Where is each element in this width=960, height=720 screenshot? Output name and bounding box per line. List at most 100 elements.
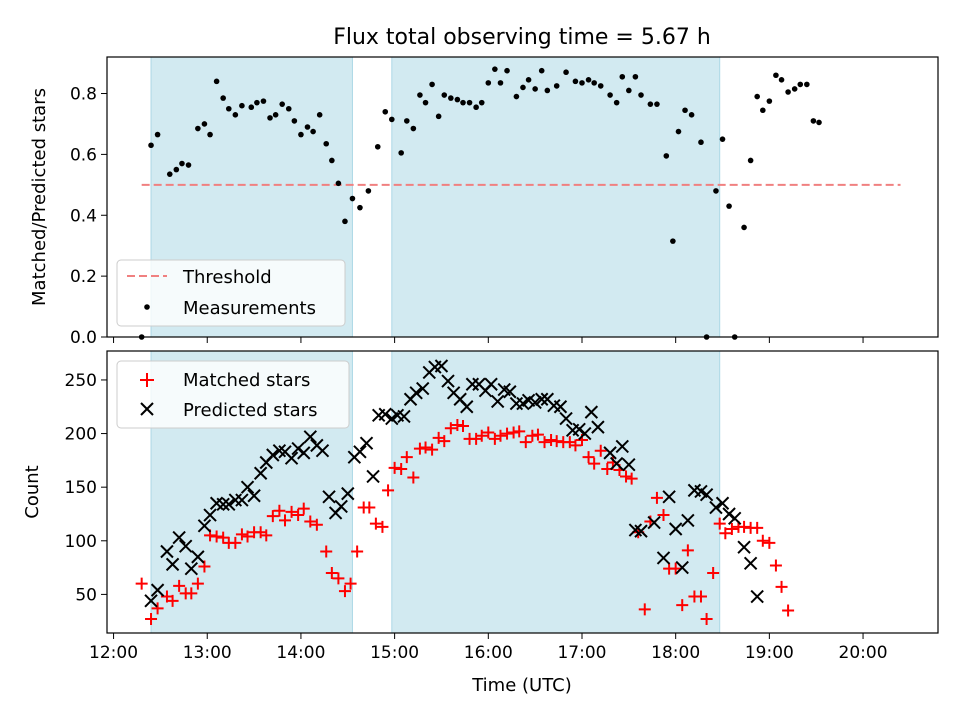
predicted-star-point bbox=[197, 519, 212, 533]
matched-star-point bbox=[135, 577, 148, 590]
measurement-point bbox=[538, 67, 545, 74]
predicted-star-point bbox=[647, 515, 661, 530]
bottom-legend: Matched stars Predicted stars bbox=[116, 360, 350, 429]
matched-star-point bbox=[657, 509, 670, 522]
measurement-point bbox=[454, 96, 461, 103]
measurement-point bbox=[260, 98, 267, 104]
predicted-star-point bbox=[727, 511, 742, 525]
measurement-point bbox=[225, 105, 232, 112]
measurement-point bbox=[544, 87, 551, 94]
y-tick-label: 0.2 bbox=[70, 267, 97, 287]
matched-star-point bbox=[638, 603, 651, 616]
measurement-point bbox=[478, 99, 485, 106]
matched-star-point bbox=[681, 544, 694, 557]
measurement-point bbox=[688, 112, 695, 118]
plot-frame bbox=[106, 350, 939, 634]
measurement-point bbox=[254, 99, 260, 106]
predicted-star-point bbox=[662, 490, 676, 504]
measurement-point bbox=[607, 92, 613, 98]
measurement-point bbox=[323, 140, 330, 147]
measurement-point bbox=[713, 188, 719, 194]
predicted-star-point bbox=[743, 556, 758, 571]
matched-star-point bbox=[519, 436, 532, 449]
measurement-point bbox=[797, 81, 804, 88]
measurement-point bbox=[374, 143, 381, 150]
predicted-star-point bbox=[441, 374, 455, 388]
predicted-star-point bbox=[578, 426, 592, 441]
matched-star-point bbox=[304, 515, 317, 528]
measurement-point bbox=[553, 83, 560, 89]
measurement-point bbox=[179, 160, 185, 167]
matched-star-point bbox=[482, 426, 495, 439]
measurement-point bbox=[316, 112, 323, 118]
predicted-star-point bbox=[675, 560, 689, 575]
measurement-point bbox=[719, 136, 726, 142]
matched-star-point bbox=[173, 579, 186, 592]
matched-star-point bbox=[713, 517, 726, 530]
measurement-point bbox=[670, 238, 676, 244]
measurement-point bbox=[647, 101, 654, 107]
predicted-star-point bbox=[165, 557, 180, 572]
matched-star-point bbox=[507, 426, 520, 439]
measurement-point bbox=[232, 112, 239, 118]
x-tick-label: 16:00 bbox=[464, 643, 513, 663]
predicted-star-point bbox=[160, 544, 174, 559]
matched-star-point bbox=[676, 599, 689, 612]
matched-star-point bbox=[400, 451, 413, 464]
measurement-point bbox=[804, 81, 810, 88]
measurement-point bbox=[563, 69, 569, 76]
matched-star-point bbox=[738, 520, 751, 533]
matched-star-point bbox=[210, 530, 223, 543]
predicted-star-point bbox=[681, 513, 695, 528]
matched-star-point bbox=[707, 566, 720, 579]
predicted-star-point bbox=[235, 493, 249, 507]
measurement-point bbox=[298, 131, 304, 138]
predicted-star-point bbox=[334, 499, 348, 514]
matched-star-point bbox=[419, 441, 432, 454]
measurement-point bbox=[513, 93, 520, 100]
measurement-point bbox=[741, 224, 747, 231]
matched-star-point bbox=[285, 505, 298, 518]
predicted-star-point bbox=[534, 392, 549, 406]
measurement-point bbox=[626, 87, 632, 94]
y-tick-label: 250 bbox=[65, 371, 97, 391]
predicted-star-point bbox=[253, 466, 268, 480]
matched-star-point bbox=[235, 528, 248, 541]
predicted-star-point bbox=[559, 411, 573, 426]
measurement-point bbox=[389, 116, 395, 123]
predicted-star-point bbox=[503, 385, 517, 399]
predicted-star-point bbox=[191, 550, 205, 564]
matched-star-point bbox=[145, 613, 158, 626]
measurement-point bbox=[492, 66, 498, 72]
matched-star-point bbox=[501, 427, 514, 440]
matched-star-point bbox=[725, 522, 738, 535]
ratio-panel: 0.0 0.2 0.4 0.6 0.8 bbox=[70, 56, 939, 348]
matched-star-point bbox=[538, 436, 551, 449]
measurement-point bbox=[154, 131, 161, 138]
measurement-point bbox=[410, 125, 417, 132]
measurement-point bbox=[422, 99, 429, 106]
matched-star-point bbox=[782, 604, 795, 617]
matched-star-point bbox=[382, 484, 395, 497]
predicted-star-point bbox=[416, 381, 430, 396]
predicted-star-point bbox=[353, 445, 367, 459]
y-tick-label: 150 bbox=[65, 478, 97, 498]
predicted-star-point bbox=[699, 487, 714, 502]
measurement-point bbox=[579, 80, 585, 86]
legend-matched-swatch bbox=[140, 373, 154, 387]
measurement-point bbox=[357, 204, 363, 211]
matched-star-point bbox=[763, 536, 776, 549]
matched-star-point bbox=[444, 422, 457, 435]
measurement-point bbox=[403, 118, 410, 124]
predicted-star-point bbox=[509, 396, 524, 411]
measurement-point bbox=[173, 166, 180, 173]
y-tick-label: 0.8 bbox=[70, 85, 97, 105]
matched-star-point bbox=[320, 545, 333, 558]
chart-title: Flux total observing time = 5.67 h bbox=[333, 25, 711, 50]
predicted-star-point bbox=[378, 407, 392, 421]
matched-star-point bbox=[582, 451, 595, 464]
measurement-point bbox=[417, 92, 423, 98]
matched-star-point bbox=[266, 510, 279, 523]
predicted-star-point bbox=[634, 524, 648, 538]
legend-predicted-label: Predicted stars bbox=[183, 400, 317, 421]
